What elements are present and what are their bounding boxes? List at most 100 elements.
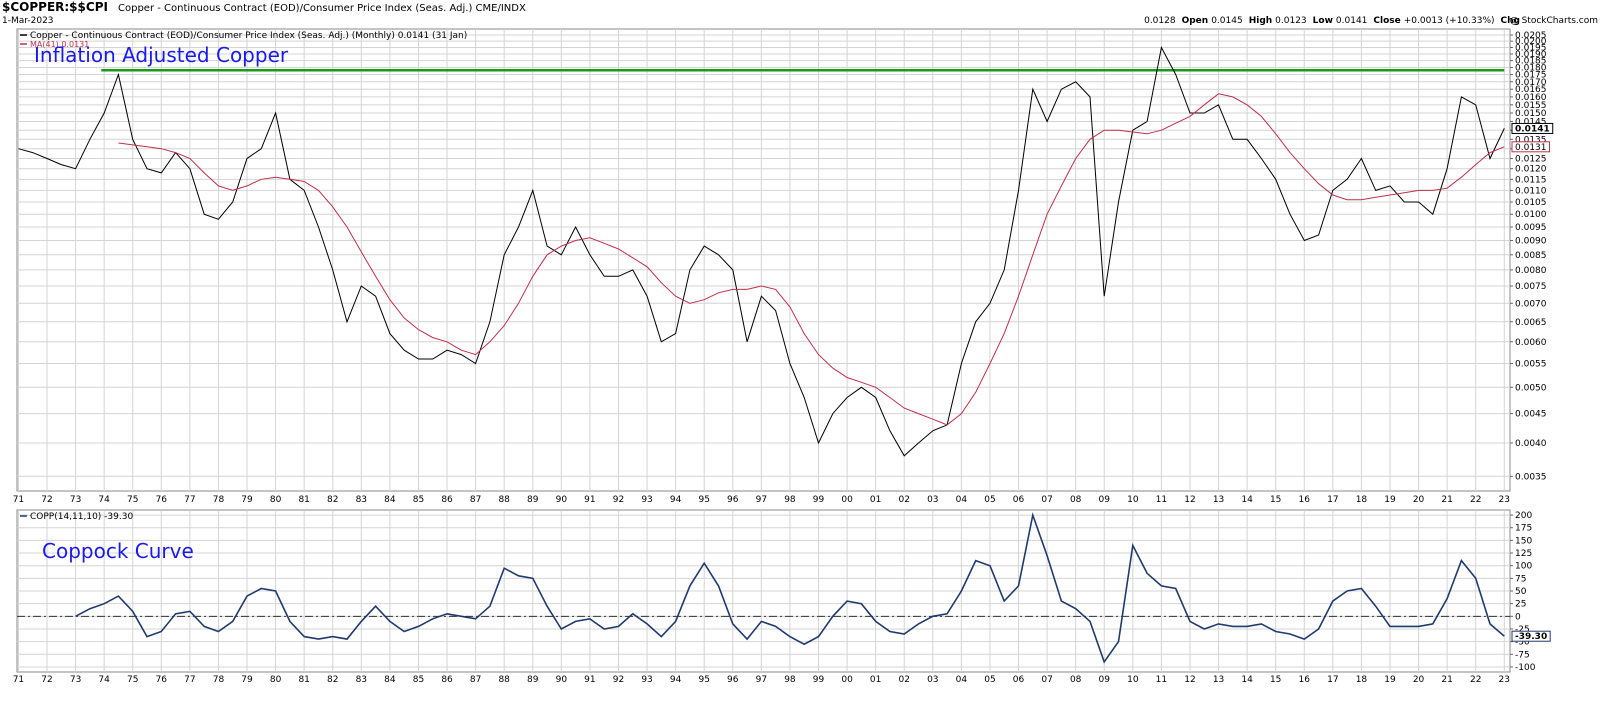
source: @ StockCharts.com (1510, 16, 1598, 26)
x-tick-label: 22 (1470, 495, 1481, 505)
x-tick-label: 01 (870, 495, 881, 505)
quote-label: Close (1373, 16, 1400, 26)
x-tick-label: 03 (927, 495, 938, 505)
x-tick-label: 87 (470, 675, 481, 685)
value-tag: 0.0131 (1511, 141, 1550, 153)
y-tick-label: 125 (1515, 549, 1532, 559)
x-tick-label: 99 (813, 675, 825, 685)
x-tick-label: 12 (1184, 675, 1195, 685)
quote-label: Open (1182, 16, 1209, 26)
legend-label: Copper - Continuous Contract (EOD)/Consu… (30, 31, 467, 41)
y-tick-label: 0.0105 (1515, 198, 1547, 208)
value-tag-box (1511, 630, 1551, 642)
x-tick-label: 17 (1327, 675, 1338, 685)
x-tick-label: 95 (698, 675, 709, 685)
quote: 0.0128 Open 0.0145 High 0.0123 Low 0.0141 Close… (1144, 16, 1520, 26)
x-tick-label: 04 (956, 675, 968, 685)
x-tick-label: 00 (841, 675, 853, 685)
date: 1-Mar-2023 (2, 16, 54, 26)
y-tick-label: 175 (1515, 524, 1532, 534)
x-tick-label: 71 (13, 495, 24, 505)
value-tag-label: 0.0141 (1515, 124, 1550, 134)
x-tick-label: 06 (1013, 495, 1025, 505)
x-tick-label: 83 (356, 675, 367, 685)
x-tick-label: 93 (641, 495, 652, 505)
value-tag-label: 0.0131 (1515, 143, 1547, 153)
x-tick-label: 21 (1441, 495, 1452, 505)
x-tick-label: 19 (1384, 495, 1396, 505)
y-tick-label: 100 (1515, 562, 1532, 572)
x-tick-label: 81 (298, 675, 309, 685)
x-tick-label: 07 (1041, 675, 1052, 685)
x-tick-label: 74 (98, 675, 110, 685)
x-tick-label: 05 (984, 495, 995, 505)
series-line (75, 512, 1505, 664)
x-tick-label: 08 (1070, 675, 1082, 685)
x-tick-label: 78 (213, 675, 225, 685)
x-tick-label: 98 (784, 495, 796, 505)
y-tick-label: 0.0165 (1515, 85, 1547, 95)
x-tick-label: 22 (1470, 675, 1481, 685)
x-tick-label: 95 (698, 495, 709, 505)
y-tick-label: 200 (1515, 511, 1532, 521)
x-tick-label: 09 (1099, 495, 1111, 505)
x-tick-label: 88 (498, 495, 510, 505)
x-tick-label: 05 (984, 675, 995, 685)
y-tick-label: 0.0150 (1515, 109, 1547, 119)
y-tick-label: 0.0115 (1515, 175, 1547, 185)
x-tick-label: 91 (584, 675, 595, 685)
x-tick-label: 89 (527, 675, 539, 685)
x-tick-label: 23 (1499, 495, 1510, 505)
x-tick-label: 10 (1127, 675, 1139, 685)
y-tick-label: 0.0070 (1515, 299, 1547, 309)
quote-value: 0.0141 (1336, 16, 1368, 26)
x-tick-label: 16 (1299, 495, 1311, 505)
x-tick-label: 78 (213, 495, 225, 505)
x-tick-label: 80 (270, 675, 282, 685)
x-tick-label: 85 (413, 495, 424, 505)
x-tick-label: 77 (184, 495, 195, 505)
x-tick-label: 76 (156, 495, 168, 505)
plot-area (16, 28, 1511, 492)
y-tick-label: 75 (1515, 574, 1526, 584)
x-tick-label: 13 (1213, 675, 1224, 685)
y-tick-label: 0.0190 (1515, 50, 1547, 60)
y-tick-label: 0.0090 (1515, 237, 1547, 247)
y-tick-label: 0.0120 (1515, 165, 1547, 175)
y-tick-label: 0 (1515, 612, 1521, 622)
x-tick-label: 16 (1299, 675, 1311, 685)
y-tick-label: 0.0180 (1515, 63, 1547, 73)
y-tick-label: 0.0100 (1515, 210, 1547, 220)
y-tick-label: 0.0060 (1515, 338, 1547, 348)
x-tick-label: 00 (841, 495, 853, 505)
x-tick-label: 83 (356, 495, 367, 505)
x-tick-label: 14 (1241, 675, 1253, 685)
x-tick-label: 98 (784, 675, 796, 685)
y-tick-label: 0.0055 (1515, 359, 1547, 369)
x-tick-label: 91 (584, 495, 595, 505)
x-tick-label: 92 (613, 495, 624, 505)
x-tick-label: 89 (527, 495, 539, 505)
quote-value: +0.0013 (+10.33%) (1404, 16, 1495, 26)
x-tick-label: 96 (727, 495, 739, 505)
y-tick-label: 0.0075 (1515, 282, 1547, 292)
value-tag: -39.30 (1511, 630, 1551, 642)
y-tick-label: 0.0135 (1515, 135, 1547, 145)
x-tick-label: 97 (756, 675, 767, 685)
x-tick-label: 20 (1413, 495, 1425, 505)
y-tick-label: 0.0155 (1515, 101, 1547, 111)
y-tick-label: 0.0205 (1515, 31, 1547, 41)
x-tick-label: 11 (1156, 675, 1167, 685)
value-tag-box (1511, 122, 1554, 134)
y-tick-label: 0.0050 (1515, 383, 1547, 393)
y-tick-label: 25 (1515, 600, 1526, 610)
x-tick-label: 02 (899, 495, 910, 505)
x-tick-label: 12 (1184, 495, 1195, 505)
x-tick-label: 79 (241, 675, 253, 685)
y-tick-label: 0.0170 (1515, 78, 1547, 88)
x-tick-label: 77 (184, 675, 195, 685)
x-tick-label: 94 (670, 495, 682, 505)
x-tick-label: 15 (1270, 675, 1281, 685)
x-tick-label: 97 (756, 495, 767, 505)
x-tick-label: 08 (1070, 495, 1082, 505)
